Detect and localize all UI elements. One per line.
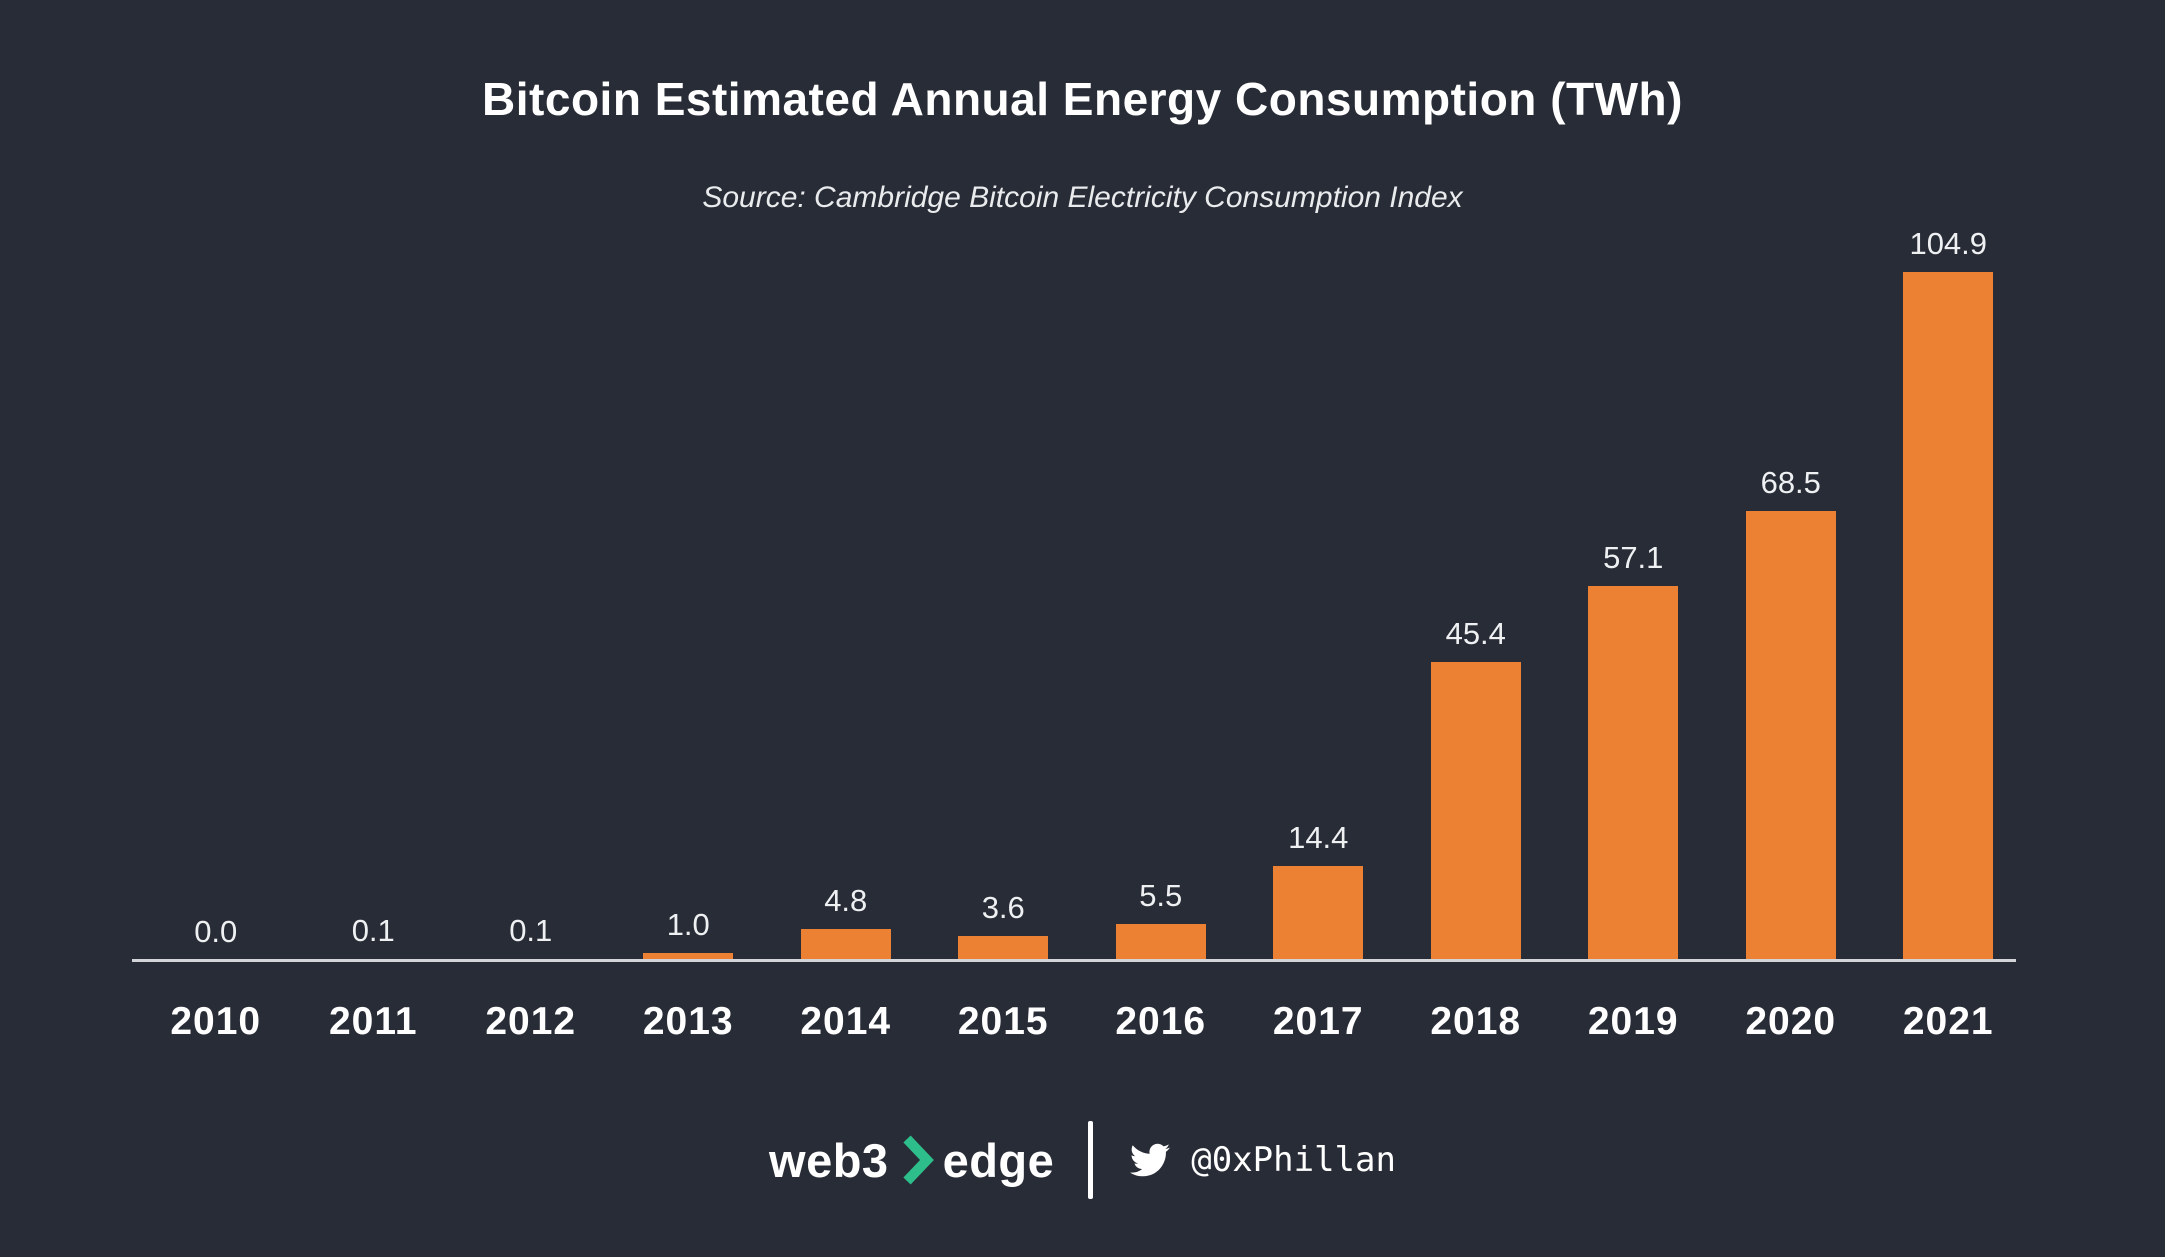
- twitter-attribution: @0xPhillan: [1127, 1140, 1396, 1180]
- bar-slot: 68.5: [1712, 204, 1870, 960]
- bar-value-label: 0.0: [194, 914, 238, 949]
- brand-part1: web3: [769, 1133, 889, 1187]
- chart-subtitle: Source: Cambridge Bitcoin Electricity Co…: [702, 181, 1463, 214]
- bar-slot: 0.1: [452, 204, 610, 960]
- bar-value-label: 57.1: [1603, 539, 1664, 575]
- x-axis-label: 2018: [1430, 1000, 1522, 1043]
- bar-slot: 0.1: [295, 204, 453, 960]
- footer-divider: [1088, 1121, 1094, 1199]
- bar: [1273, 865, 1364, 960]
- bar-slot: 45.4: [1397, 204, 1555, 960]
- twitter-bird-icon: [1130, 1143, 1171, 1177]
- x-axis-label: 2019: [1587, 1000, 1679, 1043]
- bar: [1745, 510, 1836, 960]
- bar: [1903, 272, 1994, 960]
- bar: [800, 928, 891, 960]
- bar: [958, 936, 1049, 960]
- bar-value-label: 45.4: [1445, 616, 1506, 652]
- bar: [1430, 662, 1521, 960]
- x-axis-label: 2011: [328, 1000, 418, 1043]
- x-axis-labels: 2010 2011 2012 2013 2014 2015 2016 2017 2018 2019…: [137, 1002, 2027, 1041]
- bar-slot: 104.9: [1870, 204, 2028, 960]
- bar-value-label: 14.4: [1288, 819, 1349, 855]
- bar-value-label: 0.1: [509, 913, 553, 949]
- chart-title: Bitcoin Estimated Annual Energy Consumpt…: [482, 73, 1683, 125]
- bar-value-label: 0.1: [351, 913, 395, 949]
- footer: web3 edge @0xPhillan: [0, 1100, 2165, 1220]
- x-axis-label: 2017: [1272, 1000, 1364, 1043]
- bar: [1115, 923, 1206, 960]
- bars-row: 0.0 0.1 0.1 1.0 4.8 3.6 5.5 14.4 45.4 57.1 68.5 104…: [137, 204, 2027, 960]
- x-axis-label: 2015: [957, 1000, 1049, 1043]
- bar-slot: 5.5: [1082, 204, 1240, 960]
- bar-slot: 3.6: [925, 204, 1083, 960]
- bar: [643, 953, 734, 960]
- bar-value-label: 68.5: [1760, 464, 1821, 500]
- chevron-right-icon: [902, 1135, 934, 1185]
- bar-slot: 0.0: [137, 204, 295, 960]
- x-axis-label: 2014: [800, 1000, 892, 1043]
- brand-logo: web3 edge: [769, 1133, 1054, 1188]
- twitter-handle: @0xPhillan: [1191, 1140, 1396, 1180]
- x-axis-label: 2012: [485, 1000, 577, 1043]
- bar-value-label: 4.8: [824, 882, 868, 918]
- bar: [1588, 585, 1679, 960]
- x-axis-label: 2021: [1902, 1000, 1994, 1043]
- bar-slot: 4.8: [767, 204, 925, 960]
- x-axis-label: 2020: [1745, 1000, 1837, 1043]
- x-axis-label: 2016: [1115, 1000, 1207, 1043]
- bar-slot: 57.1: [1555, 204, 1713, 960]
- bar-value-label: 1.0: [666, 907, 710, 943]
- bar-value-label: 3.6: [981, 890, 1025, 926]
- x-axis-label: 2013: [642, 1000, 734, 1043]
- bar-slot: 1.0: [610, 204, 768, 960]
- bar-slot: 14.4: [1240, 204, 1398, 960]
- bar-value-label: 104.9: [1909, 226, 1988, 261]
- brand-part2: edge: [942, 1133, 1055, 1187]
- bar-value-label: 5.5: [1139, 877, 1183, 913]
- x-axis-label: 2010: [170, 1000, 262, 1043]
- x-axis-line: [132, 959, 2016, 962]
